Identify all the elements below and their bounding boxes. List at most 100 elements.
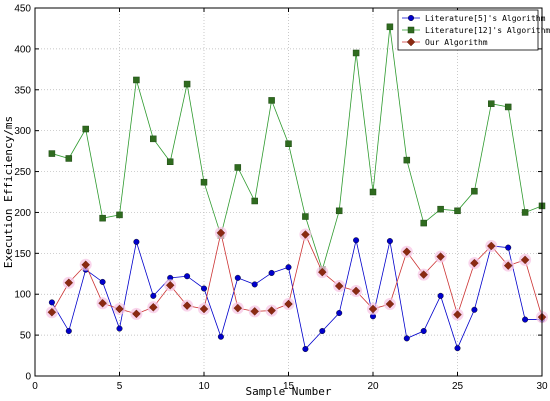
data-point <box>199 304 209 314</box>
y-tick-label: 100 <box>14 290 31 301</box>
y-tick-label: 450 <box>14 4 31 15</box>
data-point <box>454 345 461 352</box>
data-point <box>352 49 360 57</box>
data-point <box>234 274 241 281</box>
data-point <box>471 306 478 313</box>
legend-marker <box>407 26 415 34</box>
data-point <box>150 292 157 299</box>
data-point <box>319 328 326 335</box>
data-point <box>488 100 495 107</box>
data-point <box>165 280 175 290</box>
data-point <box>99 214 106 222</box>
data-point <box>182 301 192 310</box>
data-point <box>335 207 343 215</box>
data-point <box>521 209 529 216</box>
data-point <box>420 328 427 335</box>
data-point <box>99 278 106 285</box>
data-point <box>166 158 174 165</box>
data-point <box>150 135 157 143</box>
data-point <box>47 307 57 317</box>
data-point <box>184 273 191 280</box>
data-point <box>334 281 344 291</box>
data-point <box>233 303 243 313</box>
data-point <box>116 211 123 219</box>
data-point <box>81 260 90 270</box>
axis-ticks: 0 50 100 150 200 250 300 350 400 450 0 5 10 15 20 25 30 <box>14 4 548 393</box>
legend: Literature[5]'s Algorithm Literature[12]'… <box>397 9 550 51</box>
legend-marker <box>406 37 416 47</box>
data-point <box>200 178 208 186</box>
legend-item: Literature[12]'s Algorithm <box>402 26 550 35</box>
data-point <box>470 258 479 268</box>
series-line <box>51 26 543 272</box>
data-point <box>98 298 107 308</box>
data-point <box>522 316 529 323</box>
data-point <box>436 252 445 261</box>
data-point <box>437 292 444 299</box>
data-point <box>386 23 394 31</box>
y-tick-label: 300 <box>14 126 31 137</box>
data-point <box>353 237 360 244</box>
data-point <box>48 299 55 306</box>
legend-marker <box>408 14 415 21</box>
data-point <box>132 309 141 319</box>
data-point <box>368 304 378 314</box>
data-point <box>149 303 158 312</box>
data-point <box>268 97 275 104</box>
legend-box <box>397 9 539 51</box>
data-point <box>133 238 140 245</box>
x-tick-label: 30 <box>536 381 548 392</box>
legend-label: Literature[12]'s Algorithm <box>425 26 550 35</box>
data-point <box>48 150 56 157</box>
data-point <box>386 238 393 245</box>
data-point <box>403 335 410 342</box>
data-point <box>234 164 242 171</box>
data-point <box>351 286 361 296</box>
y-tick-label: 350 <box>14 85 31 96</box>
data-point <box>65 328 72 335</box>
data-point <box>302 346 309 353</box>
x-tick-label: 0 <box>32 381 38 392</box>
x-tick-label: 10 <box>198 381 210 392</box>
data-point <box>302 213 309 220</box>
legend-label: Our Algorithm <box>425 38 488 47</box>
data-point <box>403 156 411 164</box>
data-point <box>116 325 123 332</box>
data-point <box>217 333 224 340</box>
data-point <box>216 228 226 238</box>
data-point <box>115 304 124 314</box>
data-point <box>268 269 275 276</box>
data-point <box>251 197 258 205</box>
series-1 <box>48 237 546 353</box>
data-point <box>65 155 73 162</box>
plot-series <box>45 23 548 353</box>
y-tick-label: 150 <box>14 249 31 260</box>
data-point <box>402 247 412 256</box>
data-point <box>301 230 310 239</box>
data-point <box>318 267 327 277</box>
data-point <box>369 188 377 196</box>
data-point <box>437 205 444 213</box>
data-point <box>200 285 207 292</box>
data-point <box>285 264 292 271</box>
x-tick-label: 15 <box>283 381 295 392</box>
series-line <box>51 232 543 318</box>
data-point <box>133 76 140 84</box>
y-tick-label: 400 <box>14 44 31 55</box>
data-point <box>454 207 461 215</box>
series-2 <box>48 23 546 273</box>
data-point <box>471 187 478 195</box>
x-tick-label: 20 <box>367 381 379 392</box>
data-point <box>64 278 74 288</box>
grid-lines <box>35 8 542 376</box>
legend-label: Literature[5]'s Algorithm <box>425 14 546 23</box>
data-point <box>82 125 89 133</box>
data-point <box>420 219 427 227</box>
data-point <box>183 80 191 88</box>
y-tick-label: 0 <box>25 372 31 383</box>
data-point <box>285 140 292 148</box>
data-point <box>284 299 293 309</box>
legend-item: Literature[5]'s Algorithm <box>402 14 546 23</box>
y-tick-label: 50 <box>20 331 32 342</box>
